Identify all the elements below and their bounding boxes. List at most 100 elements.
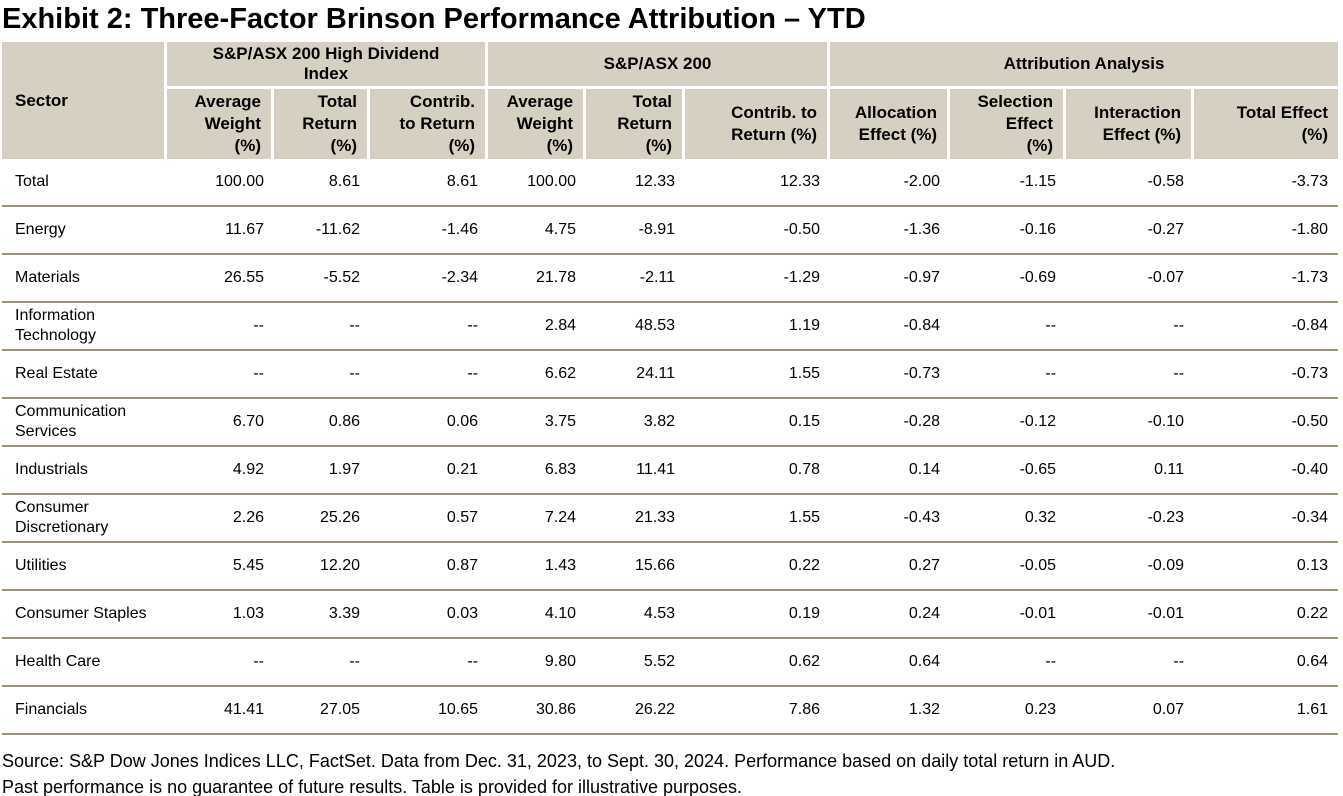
value-cell: -0.28 <box>830 399 951 447</box>
table-row-health-care: Health Care -- -- -- 9.80 5.52 0.62 0.64… <box>2 639 1339 687</box>
table-row-materials: Materials 26.55 -5.52 -2.34 21.78 -2.11 … <box>2 255 1339 303</box>
value-cell: -- <box>167 639 274 687</box>
value-cell: -0.43 <box>830 495 951 543</box>
value-cell: -0.27 <box>1066 207 1195 255</box>
value-cell: -0.09 <box>1066 543 1195 591</box>
column-header-hdi-contrib-to-return: Contrib. to Return (%) <box>370 89 489 159</box>
value-cell: 24.11 <box>586 351 686 399</box>
value-cell: 0.27 <box>830 543 951 591</box>
sector-cell: Energy <box>2 207 167 255</box>
value-cell: -5.52 <box>274 255 370 303</box>
table-header: Sector S&P/ASX 200 High Dividend Index S… <box>2 42 1339 159</box>
value-cell: -- <box>1066 351 1195 399</box>
value-cell: 6.83 <box>488 447 587 495</box>
table-row-information-technology: Information Technology -- -- -- 2.84 48.… <box>2 303 1339 351</box>
value-cell: 100.00 <box>488 159 587 207</box>
column-header-asx-average-weight: Average Weight (%) <box>488 89 587 159</box>
value-cell: -3.73 <box>1194 159 1339 207</box>
value-cell: -0.01 <box>950 591 1067 639</box>
group-header-row: Sector S&P/ASX 200 High Dividend Index S… <box>2 42 1339 159</box>
sector-cell: Consumer Discretionary <box>2 495 167 543</box>
value-cell: 0.19 <box>685 591 831 639</box>
value-cell: 0.78 <box>685 447 831 495</box>
value-cell: -2.11 <box>586 255 686 303</box>
value-cell: 0.24 <box>830 591 951 639</box>
value-cell: 1.55 <box>685 351 831 399</box>
value-cell: 4.75 <box>488 207 587 255</box>
value-cell: 1.43 <box>488 543 587 591</box>
column-header-hdi-total-return: Total Return (%) <box>274 89 370 159</box>
table-body: Total 100.00 8.61 8.61 100.00 12.33 12.3… <box>2 159 1339 735</box>
source-note: Source: S&P Dow Jones Indices LLC, FactS… <box>2 748 1343 796</box>
value-cell: 1.55 <box>685 495 831 543</box>
value-cell: 12.33 <box>586 159 686 207</box>
value-cell: 3.39 <box>274 591 370 639</box>
value-cell: 21.33 <box>586 495 686 543</box>
sector-cell: Information Technology <box>2 303 167 351</box>
value-cell: -- <box>370 639 489 687</box>
column-header-sector: Sector <box>2 42 167 159</box>
value-cell: -- <box>167 303 274 351</box>
sector-cell: Consumer Staples <box>2 591 167 639</box>
value-cell: 41.41 <box>167 687 274 735</box>
sector-cell: Real Estate <box>2 351 167 399</box>
column-header-hdi-average-weight: Average Weight (%) <box>167 89 274 159</box>
column-header-asx-total-return: Total Return (%) <box>586 89 686 159</box>
value-cell: -0.05 <box>950 543 1067 591</box>
value-cell: 0.62 <box>685 639 831 687</box>
value-cell: -0.40 <box>1194 447 1339 495</box>
sector-cell: Financials <box>2 687 167 735</box>
source-note-line-2: Past performance is no guarantee of futu… <box>2 777 743 796</box>
value-cell: 100.00 <box>167 159 274 207</box>
value-cell: -0.10 <box>1066 399 1195 447</box>
value-cell: 7.24 <box>488 495 587 543</box>
value-cell: -- <box>370 351 489 399</box>
value-cell: 15.66 <box>586 543 686 591</box>
value-cell: -0.01 <box>1066 591 1195 639</box>
value-cell: -- <box>274 351 370 399</box>
value-cell: -8.91 <box>586 207 686 255</box>
value-cell: 0.22 <box>685 543 831 591</box>
value-cell: -0.23 <box>1066 495 1195 543</box>
value-cell: 3.82 <box>586 399 686 447</box>
sector-cell: Communication Services <box>2 399 167 447</box>
table-row-consumer-staples: Consumer Staples 1.03 3.39 0.03 4.10 4.5… <box>2 591 1339 639</box>
value-cell: 0.06 <box>370 399 489 447</box>
value-cell: 48.53 <box>586 303 686 351</box>
value-cell: -0.34 <box>1194 495 1339 543</box>
sector-cell: Materials <box>2 255 167 303</box>
value-cell: 10.65 <box>370 687 489 735</box>
value-cell: 4.10 <box>488 591 587 639</box>
value-cell: 2.84 <box>488 303 587 351</box>
value-cell: -- <box>950 303 1067 351</box>
table-row-financials: Financials 41.41 27.05 10.65 30.86 26.22… <box>2 687 1339 735</box>
table-row-communication-services: Communication Services 6.70 0.86 0.06 3.… <box>2 399 1339 447</box>
value-cell: -0.16 <box>950 207 1067 255</box>
value-cell: -2.00 <box>830 159 951 207</box>
value-cell: -0.73 <box>1194 351 1339 399</box>
value-cell: 0.32 <box>950 495 1067 543</box>
attribution-table: Sector S&P/ASX 200 High Dividend Index S… <box>2 42 1339 735</box>
value-cell: 0.21 <box>370 447 489 495</box>
value-cell: 0.23 <box>950 687 1067 735</box>
value-cell: -- <box>1066 639 1195 687</box>
sector-cell: Total <box>2 159 167 207</box>
table-row-energy: Energy 11.67 -11.62 -1.46 4.75 -8.91 -0.… <box>2 207 1339 255</box>
value-cell: -0.07 <box>1066 255 1195 303</box>
value-cell: 0.11 <box>1066 447 1195 495</box>
table-row-industrials: Industrials 4.92 1.97 0.21 6.83 11.41 0.… <box>2 447 1339 495</box>
column-header-allocation-effect: Allocation Effect (%) <box>830 89 951 159</box>
value-cell: -1.73 <box>1194 255 1339 303</box>
value-cell: 0.87 <box>370 543 489 591</box>
group-header-high-dividend-index: S&P/ASX 200 High Dividend Index <box>167 42 489 89</box>
value-cell: 25.26 <box>274 495 370 543</box>
value-cell: -0.50 <box>1194 399 1339 447</box>
value-cell: 1.19 <box>685 303 831 351</box>
value-cell: -1.46 <box>370 207 489 255</box>
value-cell: -11.62 <box>274 207 370 255</box>
page-title: Exhibit 2: Three-Factor Brinson Performa… <box>2 3 866 35</box>
value-cell: -- <box>1066 303 1195 351</box>
value-cell: 9.80 <box>488 639 587 687</box>
value-cell: 1.61 <box>1194 687 1339 735</box>
value-cell: 26.55 <box>167 255 274 303</box>
